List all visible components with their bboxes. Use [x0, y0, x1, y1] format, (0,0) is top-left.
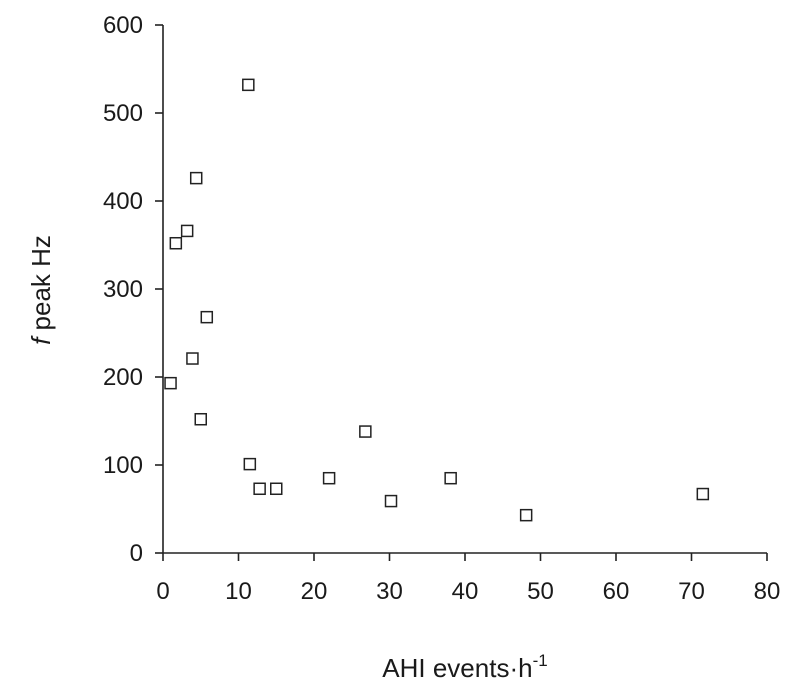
data-point	[243, 457, 257, 471]
x-axis-title-superscript: -1	[533, 651, 548, 670]
x-tick-label: 40	[452, 578, 479, 605]
x-tick-label: 10	[225, 578, 252, 605]
axes	[162, 25, 767, 554]
data-point	[180, 224, 194, 238]
data-point	[444, 471, 457, 485]
data-point	[194, 412, 207, 426]
y-tick-label: 600	[103, 12, 143, 39]
data-point	[519, 508, 533, 522]
y-tick-label: 300	[103, 276, 143, 303]
y-tick-label: 500	[103, 100, 143, 127]
x-axis-title: AHI events·h-1	[382, 651, 547, 683]
data-point	[186, 352, 199, 365]
x-axis-title-main: AHI events·h	[382, 653, 532, 683]
data-point	[270, 482, 283, 496]
data-point	[384, 494, 398, 508]
x-tick-label: 0	[156, 578, 169, 605]
y-axis-title-rest: peak Hz	[26, 235, 56, 338]
data-point	[322, 471, 336, 485]
data-point	[242, 78, 255, 92]
data-point	[189, 171, 203, 185]
data-point	[696, 487, 710, 501]
y-tick-label: 0	[130, 540, 143, 567]
y-ticks: 0 100 200 300 400 500 600	[103, 12, 163, 567]
data-points	[164, 78, 710, 522]
x-tick-label: 30	[376, 578, 403, 605]
y-axis-title: f peak Hz	[26, 235, 56, 345]
y-tick-label: 400	[103, 188, 143, 215]
data-point	[164, 376, 177, 390]
data-point	[359, 425, 372, 438]
x-tick-label: 80	[754, 578, 781, 605]
x-tick-label: 20	[301, 578, 328, 605]
y-axis-title-italic: f	[26, 335, 56, 345]
data-point	[169, 236, 183, 250]
x-ticks: 0 10 20 30 40 50 60 70 80	[156, 553, 780, 605]
x-tick-label: 60	[603, 578, 630, 605]
x-tick-label: 70	[678, 578, 705, 605]
x-tick-label: 50	[527, 578, 554, 605]
y-tick-label: 200	[103, 364, 143, 391]
y-tick-label: 100	[103, 452, 143, 479]
data-point	[253, 482, 266, 496]
data-point	[200, 310, 214, 324]
